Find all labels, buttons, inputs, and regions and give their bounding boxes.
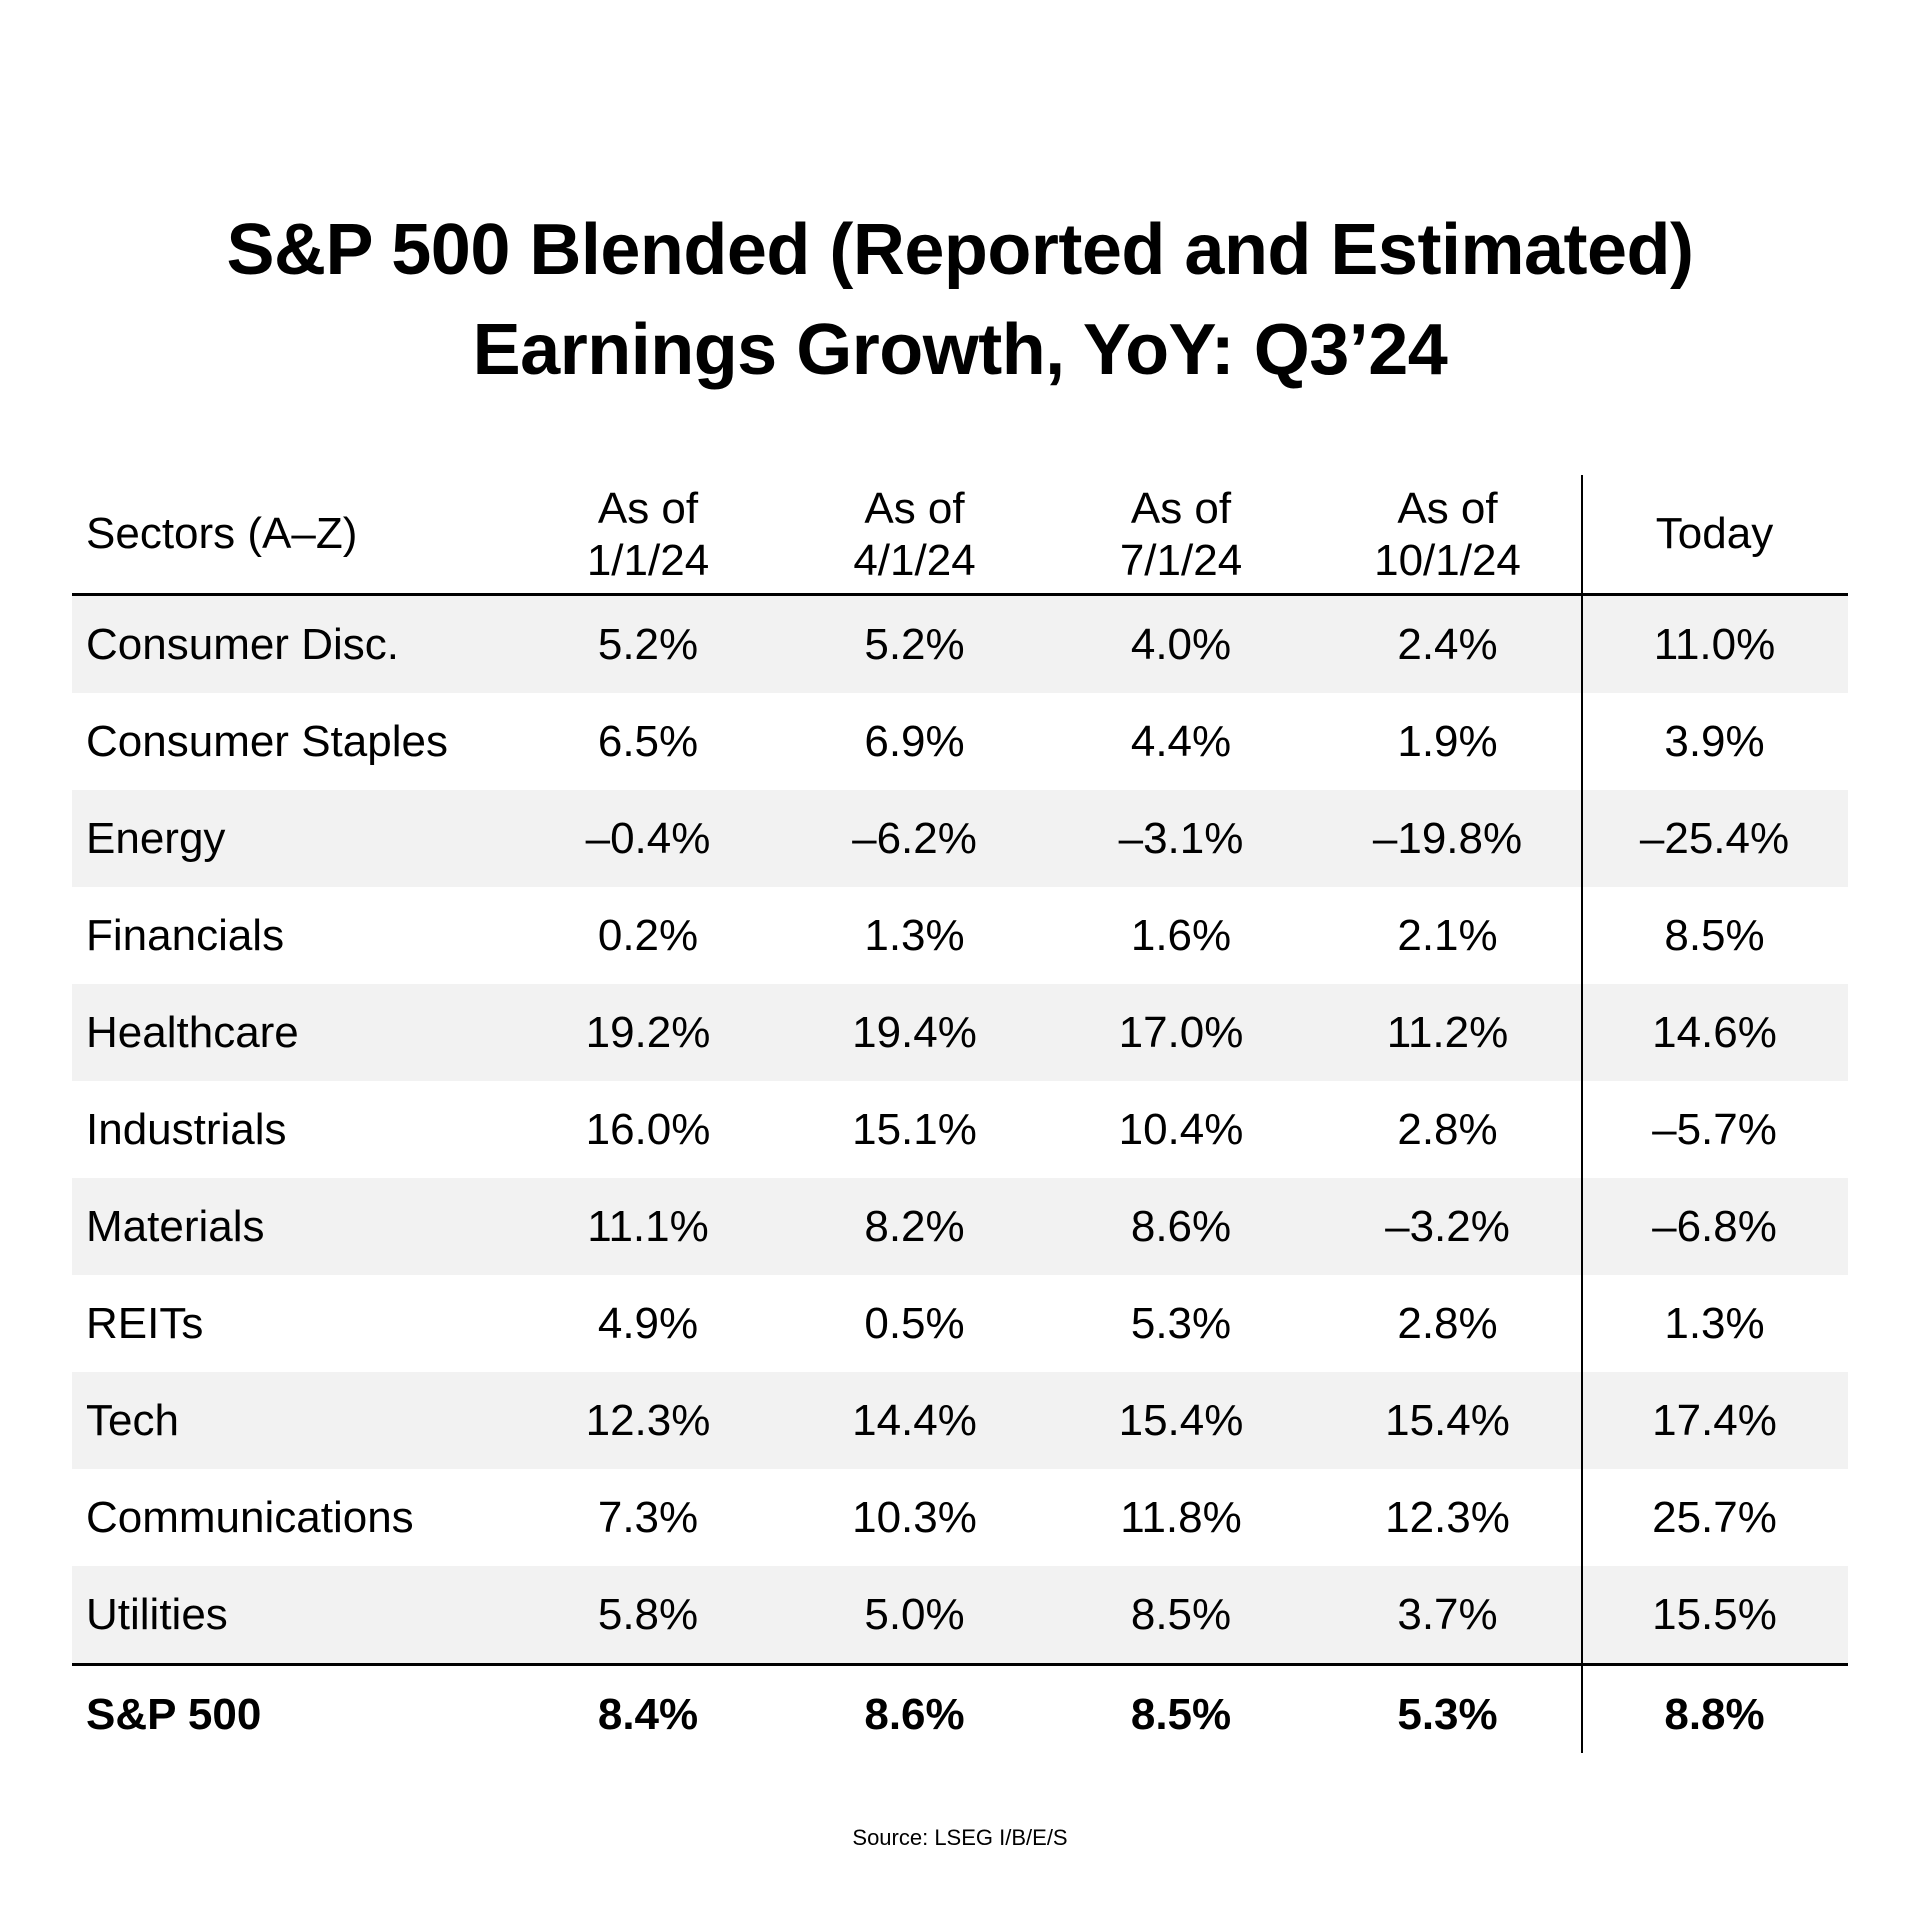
table-row: Industrials 16.0% 15.1% 10.4% 2.8% –5.7% xyxy=(72,1081,1848,1178)
cell-value: 8.2% xyxy=(864,1201,965,1251)
cell-value: 11.2% xyxy=(1386,1007,1509,1057)
title-line-1: S&P 500 Blended (Reported and Estimated) xyxy=(226,210,1694,290)
cell-value: –5.7% xyxy=(1652,1104,1777,1154)
cell-value: 7.3% xyxy=(597,1492,699,1542)
cell-value: 0.2% xyxy=(597,910,699,960)
cell-value: 16.0% xyxy=(585,1104,711,1154)
table-row: Utilities 5.8% 5.0% 8.5% 3.7% 15.5% xyxy=(72,1566,1848,1663)
cell-value: 6.9% xyxy=(864,716,965,766)
header-as-of-4-1-24: As of 4/1/24 xyxy=(853,484,976,585)
table-row: Healthcare 19.2% 19.4% 17.0% 11.2% 14.6% xyxy=(72,984,1848,1081)
cell-value: 8.6% xyxy=(864,1689,965,1739)
cell-value: 19.2% xyxy=(585,1007,711,1057)
cell-value: –0.4% xyxy=(585,813,711,863)
cell-value: 1.9% xyxy=(1397,716,1498,766)
cell-value: 11.0% xyxy=(1653,619,1776,669)
header-as-of-1-1-24: As of 1/1/24 xyxy=(586,484,710,585)
sector-label: Industrials xyxy=(86,1104,287,1154)
cell-value: 8.8% xyxy=(1664,1689,1765,1739)
cell-value: 12.3% xyxy=(585,1395,711,1445)
cell-value: –19.8% xyxy=(1372,813,1523,863)
cell-value: –6.2% xyxy=(852,813,977,863)
table-row: Consumer Disc. 5.2% 5.2% 4.0% 2.4% 11.0% xyxy=(72,596,1848,693)
cell-value: 4.9% xyxy=(597,1298,699,1348)
cell-value: 5.0% xyxy=(864,1589,965,1639)
cell-value: 17.4% xyxy=(1652,1395,1777,1445)
cell-value: 4.0% xyxy=(1130,619,1232,669)
cell-value: 11.1% xyxy=(587,1201,709,1251)
cell-value: 8.5% xyxy=(1130,1689,1232,1739)
cell-value: 14.6% xyxy=(1652,1007,1777,1057)
cell-value: 10.3% xyxy=(852,1492,977,1542)
table-row: Financials 0.2% 1.3% 1.6% 2.1% 8.5% xyxy=(72,887,1848,984)
table-row: Consumer Staples 6.5% 6.9% 4.4% 1.9% 3.9% xyxy=(72,693,1848,790)
cell-value: 8.5% xyxy=(1664,910,1765,960)
cell-value: 5.3% xyxy=(1397,1689,1498,1739)
title-line-2: Earnings Growth, YoY: Q3’24 xyxy=(472,310,1448,390)
table-row-total: S&P 500 8.4% 8.6% 8.5% 5.3% 8.8% xyxy=(72,1663,1848,1763)
header-as-of-10-1-24: As of 10/1/24 xyxy=(1374,484,1521,585)
header-as-of-7-1-24: As of 7/1/24 xyxy=(1119,484,1243,585)
cell-value: 19.4% xyxy=(852,1007,977,1057)
cell-value: 15.4% xyxy=(1385,1395,1510,1445)
cell-value: 0.5% xyxy=(864,1298,965,1348)
cell-value: 15.1% xyxy=(852,1104,977,1154)
cell-value: 2.8% xyxy=(1397,1104,1498,1154)
source-note: Source: LSEG I/B/E/S xyxy=(852,1825,1068,1850)
table-row: Energy –0.4% –6.2% –3.1% –19.8% –25.4% xyxy=(72,790,1848,887)
sector-label: Healthcare xyxy=(86,1007,299,1057)
cell-value: 11.8% xyxy=(1120,1492,1242,1542)
cell-value: 8.5% xyxy=(1130,1589,1232,1639)
sector-label: Tech xyxy=(86,1395,179,1445)
cell-value: 5.8% xyxy=(597,1589,699,1639)
today-column-divider xyxy=(1581,475,1583,1753)
header-today: Today xyxy=(1655,509,1774,558)
cell-value: 6.5% xyxy=(597,716,699,766)
sector-label: REITs xyxy=(86,1298,204,1348)
cell-value: –3.1% xyxy=(1118,813,1244,863)
cell-value: 4.4% xyxy=(1130,716,1232,766)
sector-label: Financials xyxy=(86,910,285,960)
page-title: S&P 500 Blended (Reported and Estimated)… xyxy=(0,200,1920,400)
cell-value: 14.4% xyxy=(852,1395,977,1445)
cell-value: 8.4% xyxy=(597,1689,699,1739)
header-sectors: Sectors (A–Z) xyxy=(86,509,358,558)
sector-label: Materials xyxy=(86,1201,265,1251)
sector-label: Consumer Staples xyxy=(86,716,448,766)
cell-value: 1.3% xyxy=(864,910,965,960)
table-row: Communications 7.3% 10.3% 11.8% 12.3% 25.7% xyxy=(72,1469,1848,1566)
cell-value: 25.7% xyxy=(1652,1492,1777,1542)
table-body: Consumer Disc. 5.2% 5.2% 4.0% 2.4% 11.0% Consu… xyxy=(72,596,1848,1663)
sector-label: Utilities xyxy=(86,1589,228,1639)
earnings-growth-table: Sectors (A–Z) As of 1/1/24 As of 4/1/24 … xyxy=(72,475,1848,1763)
cell-value: 5.2% xyxy=(864,619,965,669)
cell-value: 12.3% xyxy=(1385,1492,1510,1542)
cell-value: 3.9% xyxy=(1664,716,1765,766)
cell-value: –25.4% xyxy=(1639,813,1790,863)
cell-value: 2.8% xyxy=(1397,1298,1498,1348)
cell-value: 17.0% xyxy=(1118,1007,1244,1057)
table-row: REITs 4.9% 0.5% 5.3% 2.8% 1.3% xyxy=(72,1275,1848,1372)
cell-value: 1.6% xyxy=(1130,910,1232,960)
cell-value: –6.8% xyxy=(1652,1201,1777,1251)
cell-value: –3.2% xyxy=(1385,1201,1510,1251)
cell-value: 15.4% xyxy=(1118,1395,1244,1445)
cell-value: 2.1% xyxy=(1397,910,1498,960)
sector-label: Communications xyxy=(86,1492,414,1542)
cell-value: 3.7% xyxy=(1397,1589,1498,1639)
cell-value: 5.3% xyxy=(1130,1298,1232,1348)
sector-label: S&P 500 xyxy=(86,1689,262,1739)
table-row: Tech 12.3% 14.4% 15.4% 15.4% 17.4% xyxy=(72,1372,1848,1469)
cell-value: 5.2% xyxy=(597,619,699,669)
table-header: Sectors (A–Z) As of 1/1/24 As of 4/1/24 … xyxy=(72,475,1848,596)
cell-value: 2.4% xyxy=(1397,619,1498,669)
sector-label: Consumer Disc. xyxy=(86,619,399,669)
cell-value: 10.4% xyxy=(1118,1104,1244,1154)
cell-value: 15.5% xyxy=(1652,1589,1777,1639)
table-row: Materials 11.1% 8.2% 8.6% –3.2% –6.8% xyxy=(72,1178,1848,1275)
sector-label: Energy xyxy=(86,813,226,863)
cell-value: 8.6% xyxy=(1130,1201,1232,1251)
cell-value: 1.3% xyxy=(1664,1298,1765,1348)
